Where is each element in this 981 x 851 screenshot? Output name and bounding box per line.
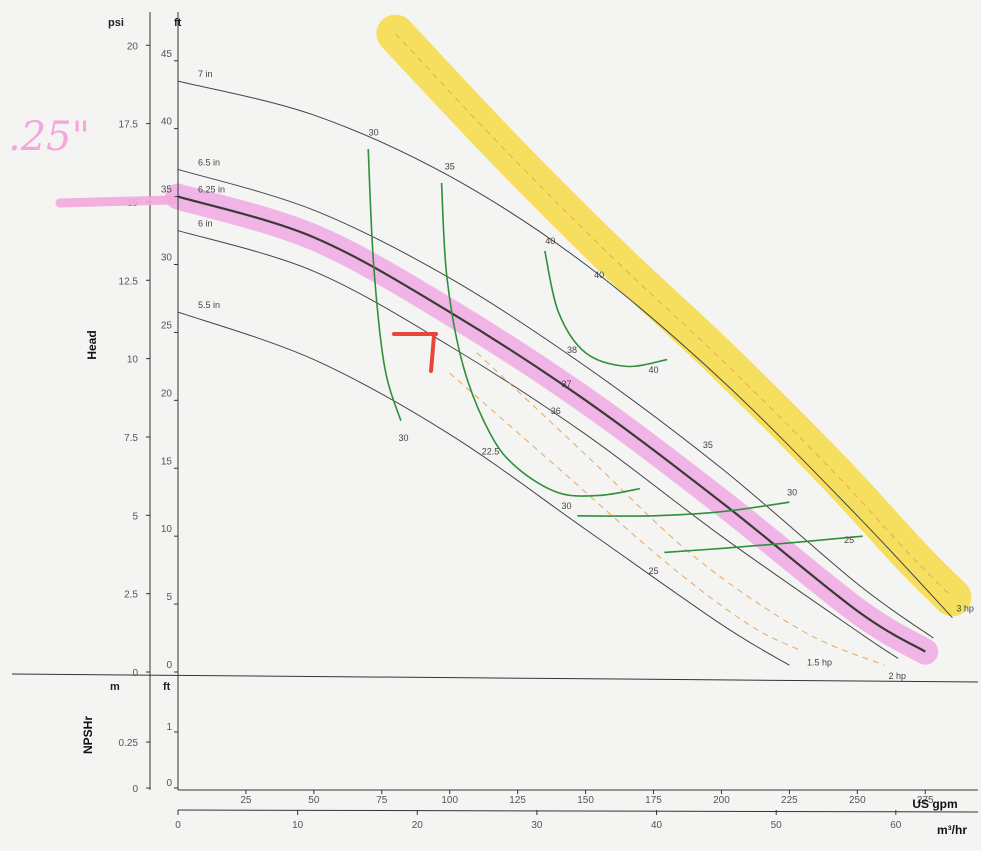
ft-tick-label: 25 [161, 320, 173, 331]
psi-tick-label: 20 [127, 41, 139, 52]
efficiency-label: 38 [567, 345, 577, 355]
handwritten-text: .25" [8, 114, 90, 160]
impeller-curve-label: 5.5 in [198, 300, 220, 310]
x-axis-label: US gpm [912, 797, 957, 811]
tick-layer: 05101520253035404502.557.51012.51517.520… [119, 41, 934, 831]
m3hr-tick-label: 60 [890, 820, 902, 831]
npsh-m-tick-label: 0 [132, 784, 138, 795]
efficiency-label: 30 [369, 127, 379, 137]
ft-tick-label: 40 [161, 117, 173, 128]
ft-tick-label: 5 [166, 592, 172, 603]
y-axis-label: Head [85, 330, 99, 359]
m3hr-axis-line [177, 809, 979, 813]
ft-tick-label: 0 [166, 660, 172, 671]
npsh-m-tick-label: 0.25 [119, 738, 139, 749]
m-unit-label: m [110, 681, 120, 693]
gpm-tick-label: 25 [240, 795, 252, 806]
power-curve-label: 1.5 hp [807, 658, 832, 668]
npsh-ft-unit-label: ft [163, 681, 171, 693]
impeller-curve-label: 7 in [198, 69, 213, 79]
psi-tick-label: 10 [127, 355, 139, 366]
m3hr-tick-label: 30 [531, 820, 543, 831]
label-layer: 7 in 6.5 in 6.25 in 6 in 5.5 in 1.5 hp 2 hp 3 h… [198, 69, 974, 681]
power-curve-3-hp [395, 33, 953, 598]
gpm-tick-label: 50 [308, 795, 320, 806]
axes-frame [11, 12, 979, 813]
efficiency-label: 30 [787, 487, 797, 497]
efficiency-curve-0 [367, 149, 402, 421]
efficiency-label: 40 [545, 236, 555, 246]
efficiency-label: 36 [551, 406, 561, 416]
impeller-curve-label: 6.25 in [198, 185, 225, 195]
efficiency-label: 22.5 [482, 447, 500, 457]
psi-tick-label: 5 [132, 511, 138, 522]
ft-tick-label: 15 [161, 456, 173, 467]
curve-layer [177, 33, 953, 666]
gpm-tick-label: 150 [577, 795, 594, 806]
efficiency-curve-1 [440, 182, 641, 497]
efficiency-label: 30 [562, 501, 572, 511]
npsh-axis-label: NPSHr [81, 716, 95, 754]
efficiency-label: 40 [594, 270, 604, 280]
impeller-curve-7-in [177, 80, 953, 619]
efficiency-curve-2 [544, 250, 668, 368]
ft-tick-label: 45 [161, 49, 173, 60]
psi-tick-label: 0 [132, 668, 138, 679]
efficiency-label: 35 [445, 161, 455, 171]
psi-unit-label: psi [108, 17, 124, 29]
psi-tick-label: 2.5 [124, 590, 138, 601]
power-curve-label: 3 hp [956, 603, 974, 613]
gpm-tick-label: 250 [849, 795, 866, 806]
npsh-ft-tick-label: 1 [166, 722, 172, 733]
power-curve-label: 2 hp [888, 671, 906, 681]
red-marker-vertical [429, 334, 436, 373]
psi-tick-label: 12.5 [119, 276, 139, 287]
ft-tick-label: 10 [161, 524, 173, 535]
impeller-curve-5-5-in [177, 311, 790, 666]
psi-tick-label: 17.5 [119, 120, 139, 131]
efficiency-curve-4 [664, 535, 863, 554]
ft-tick-label: 20 [161, 388, 173, 399]
efficiency-label: 30 [399, 433, 409, 443]
ft-tick-label: 35 [161, 185, 173, 196]
gpm-tick-label: 125 [509, 795, 526, 806]
npsh-ft-tick-label: 0 [166, 778, 172, 789]
psi-tick-label: 7.5 [124, 433, 138, 444]
impeller-curve-label: 6 in [198, 219, 213, 229]
power-curve-2-hp [476, 352, 885, 666]
efficiency-label: 40 [649, 365, 659, 375]
gpm-tick-label: 175 [645, 795, 662, 806]
efficiency-label: 25 [649, 566, 659, 576]
m3hr-tick-label: 20 [412, 820, 424, 831]
efficiency-label: 25 [844, 535, 854, 545]
impeller-curve-6-25-in [177, 195, 926, 653]
handwritten-underline [55, 195, 177, 208]
gpm-tick-label: 225 [781, 795, 798, 806]
m3hr-tick-label: 10 [292, 820, 304, 831]
handwritten-annotation: .25" [8, 114, 177, 208]
impeller-curve-6-5-in [177, 168, 934, 639]
ft-unit-label: ft [174, 17, 182, 29]
impeller-curve-label: 6.5 in [198, 157, 220, 167]
x-axis-secondary-label: m³/hr [937, 823, 967, 837]
efficiency-label: 37 [562, 379, 572, 389]
gpm-tick-label: 200 [713, 795, 730, 806]
m3hr-tick-label: 40 [651, 820, 663, 831]
head-baseline [11, 673, 979, 683]
m3hr-tick-label: 50 [771, 820, 783, 831]
impeller-curve-6-in [177, 230, 899, 659]
gpm-tick-label: 100 [441, 795, 458, 806]
m3hr-tick-label: 0 [175, 820, 181, 831]
efficiency-curve-3 [577, 501, 790, 517]
power-curve-1-5-hp [449, 372, 804, 653]
red-marker [392, 332, 438, 373]
efficiency-label: 35 [703, 440, 713, 450]
ft-tick-label: 30 [161, 253, 173, 264]
gpm-tick-label: 275 [917, 795, 934, 806]
gpm-tick-label: 75 [376, 795, 388, 806]
